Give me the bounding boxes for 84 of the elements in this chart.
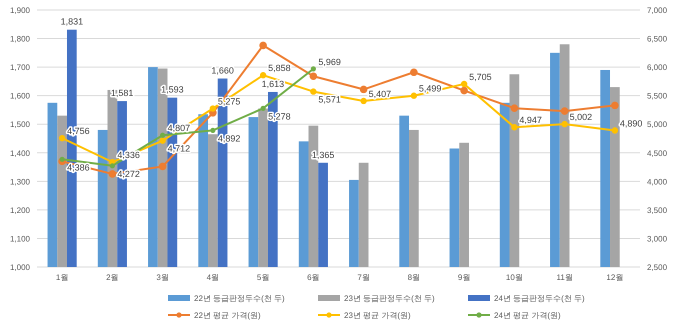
point bbox=[260, 106, 266, 111]
y2-tick-label: 6,500 bbox=[647, 34, 668, 44]
x-tick-label: 10월 bbox=[506, 273, 523, 282]
point bbox=[158, 162, 166, 170]
data-label: 4,386 bbox=[67, 162, 90, 172]
data-label: 5,571 bbox=[318, 94, 341, 105]
y-tick-label: 1,600 bbox=[10, 92, 31, 101]
x-tick-label: 12월 bbox=[606, 273, 624, 282]
data-label: 4,947 bbox=[519, 115, 542, 126]
data-label: 4,890 bbox=[620, 118, 642, 129]
legend-label: 23년 등급판정두수(천 두) bbox=[344, 294, 436, 303]
data-label: 5,002 bbox=[570, 112, 592, 122]
x-tick-label: 1월 bbox=[56, 273, 68, 282]
x-tick-label: 4월 bbox=[206, 273, 220, 282]
point bbox=[410, 68, 418, 76]
data-label: 1,613 bbox=[262, 78, 284, 89]
data-label: 5,969 bbox=[318, 56, 341, 67]
x-tick-label: 3월 bbox=[156, 273, 169, 282]
data-label: 1,365 bbox=[312, 150, 334, 160]
point bbox=[60, 156, 65, 162]
point bbox=[310, 88, 317, 95]
data-label: 1,660 bbox=[211, 66, 234, 76]
point bbox=[560, 107, 568, 115]
y2-tick-label: 7,000 bbox=[647, 6, 668, 15]
x-tick-label: 6월 bbox=[307, 273, 320, 282]
data-label: 5,705 bbox=[469, 72, 492, 82]
point bbox=[310, 72, 318, 80]
point bbox=[561, 120, 568, 128]
data-label: 5,407 bbox=[368, 88, 392, 99]
point bbox=[460, 86, 468, 94]
y-tick-label: 1,800 bbox=[10, 34, 31, 44]
x-tick-label: 5월 bbox=[256, 273, 270, 282]
legend-label: 24년 평균 가격(원) bbox=[494, 311, 562, 320]
y2-tick-label: 4,000 bbox=[647, 177, 668, 186]
point bbox=[108, 170, 116, 178]
point bbox=[510, 104, 518, 112]
point bbox=[110, 163, 115, 168]
point bbox=[210, 128, 216, 133]
y2-tick-label: 3,500 bbox=[647, 206, 668, 215]
y2-tick-label: 2,500 bbox=[647, 263, 668, 272]
y2-tick-label: 5,000 bbox=[647, 120, 668, 130]
data-label: 1,581 bbox=[110, 88, 134, 98]
point bbox=[310, 66, 316, 72]
point bbox=[160, 132, 166, 138]
data-label: 4,336 bbox=[117, 150, 140, 160]
point bbox=[159, 137, 166, 144]
point bbox=[210, 105, 216, 112]
data-label: 1,831 bbox=[60, 16, 84, 27]
x-tick-label: 11월 bbox=[556, 273, 573, 282]
y2-tick-label: 3,000 bbox=[647, 234, 668, 244]
x-tick-label: 2월 bbox=[106, 273, 119, 282]
y-tick-label: 1,900 bbox=[10, 6, 31, 15]
y-tick-label: 1,500 bbox=[10, 120, 31, 130]
y2-tick-label: 5,500 bbox=[647, 92, 668, 101]
legend-label: 24년 등급판정두수(천 두) bbox=[494, 294, 586, 303]
legend-label: 22년 평균 가격(원) bbox=[194, 311, 262, 320]
point bbox=[360, 86, 368, 94]
point bbox=[360, 98, 367, 104]
y-tick-label: 1,700 bbox=[10, 63, 31, 72]
data-label: 4,807 bbox=[168, 123, 190, 134]
point bbox=[410, 92, 418, 99]
y2-tick-label: 6,000 bbox=[647, 63, 668, 72]
point bbox=[460, 80, 468, 88]
point bbox=[612, 127, 618, 134]
point bbox=[511, 124, 518, 130]
data-label: 5,499 bbox=[418, 84, 442, 94]
point bbox=[58, 134, 66, 142]
y2-tick-label: 4,500 bbox=[647, 148, 668, 158]
x-tick-label: 9월 bbox=[458, 273, 470, 282]
x-tick-label: 7월 bbox=[357, 273, 370, 282]
y-tick-label: 1,300 bbox=[10, 177, 31, 186]
legend-label: 22년 등급판정두수(천 두) bbox=[194, 294, 286, 303]
data-label: 4,712 bbox=[168, 144, 190, 154]
data-label: 5,858 bbox=[268, 63, 291, 74]
data-label: 1,593 bbox=[161, 84, 184, 95]
point bbox=[260, 72, 266, 78]
legend-label: 23년 평균 가격(원) bbox=[344, 311, 412, 320]
point bbox=[259, 42, 267, 50]
y-tick-label: 1,100 bbox=[10, 234, 31, 244]
x-tick-label: 8월 bbox=[408, 273, 420, 282]
y-tick-label: 1,400 bbox=[10, 148, 31, 158]
y-tick-label: 1,000 bbox=[10, 263, 31, 272]
y-tick-label: 1,200 bbox=[10, 206, 31, 215]
point bbox=[611, 102, 619, 110]
